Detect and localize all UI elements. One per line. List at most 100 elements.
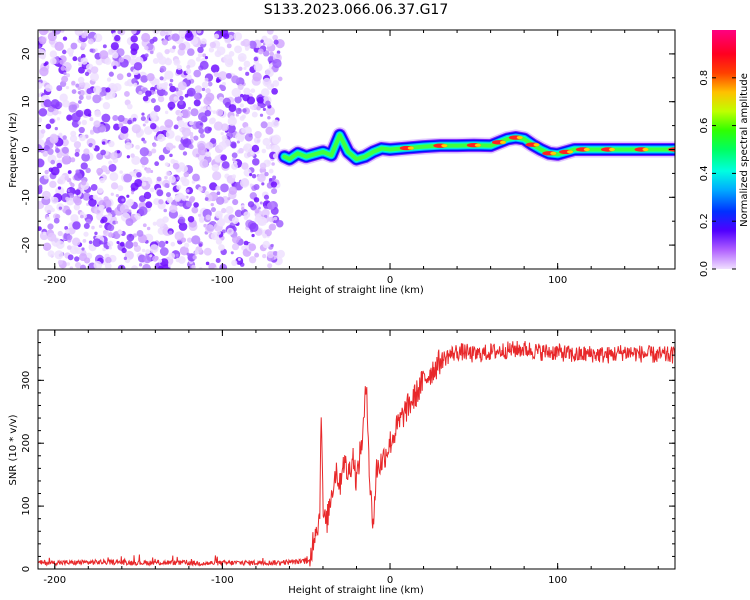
noise-speckle xyxy=(186,74,192,80)
noise-speckle xyxy=(239,178,250,188)
noise-speckle xyxy=(157,96,165,103)
noise-speckle xyxy=(218,244,225,251)
noise-speckle xyxy=(243,126,252,135)
noise-speckle xyxy=(164,70,174,80)
noise-speckle xyxy=(81,119,88,126)
noise-speckle xyxy=(91,225,95,230)
noise-speckle xyxy=(257,48,264,55)
noise-speckle xyxy=(266,201,275,210)
noise-speckle xyxy=(193,69,202,78)
noise-speckle xyxy=(179,95,184,101)
noise-speckle xyxy=(210,64,220,73)
noise-speckle xyxy=(214,210,223,219)
noise-speckle xyxy=(105,87,111,93)
noise-speckle xyxy=(61,146,69,154)
noise-speckle xyxy=(213,121,224,131)
noise-speckle xyxy=(205,88,211,94)
noise-speckle xyxy=(82,192,91,201)
noise-speckle xyxy=(44,84,53,92)
noise-speckle xyxy=(141,248,146,253)
snr-y-label: SNR (10 * v/v) xyxy=(8,414,19,485)
noise-speckle xyxy=(74,262,82,269)
noise-speckle xyxy=(131,77,138,85)
spectrogram-y-label: Frequency (Hz) xyxy=(8,112,19,188)
noise-speckle xyxy=(172,145,176,149)
snr-series-line xyxy=(38,340,675,567)
noise-speckle xyxy=(169,204,178,213)
noise-speckle xyxy=(55,148,60,153)
noise-speckle xyxy=(182,151,188,156)
noise-speckle xyxy=(185,68,192,75)
noise-speckle xyxy=(262,254,267,259)
noise-speckle xyxy=(262,233,268,239)
noise-speckle xyxy=(271,162,275,166)
noise-speckle xyxy=(269,51,274,57)
noise-speckle xyxy=(38,226,42,231)
noise-speckle xyxy=(156,218,165,228)
noise-speckle xyxy=(163,91,168,96)
noise-speckle xyxy=(264,171,269,177)
noise-speckle xyxy=(108,71,114,77)
noise-speckle xyxy=(180,237,187,243)
noise-speckle xyxy=(256,96,264,104)
noise-speckle xyxy=(181,178,190,187)
noise-speckle xyxy=(191,206,199,214)
snr-x-tick-label: 100 xyxy=(548,575,567,586)
noise-speckle xyxy=(73,141,82,149)
noise-speckle xyxy=(92,194,98,200)
noise-speckle xyxy=(215,257,221,263)
noise-speckle xyxy=(47,223,54,230)
spectrogram-y-tick-label: -20 xyxy=(21,237,32,253)
noise-speckle xyxy=(204,197,209,201)
noise-speckle xyxy=(89,117,94,122)
noise-speckle xyxy=(230,251,234,255)
noise-speckle xyxy=(49,50,58,58)
noise-speckle xyxy=(77,121,82,125)
noise-speckle xyxy=(109,152,118,160)
noise-speckle xyxy=(108,163,117,172)
noise-speckle xyxy=(49,57,57,65)
noise-speckle xyxy=(65,209,72,216)
noise-speckle xyxy=(168,36,173,41)
noise-speckle xyxy=(231,87,241,98)
noise-speckle xyxy=(198,217,205,223)
noise-speckle xyxy=(159,76,164,81)
signal-peak xyxy=(608,147,615,152)
noise-speckle xyxy=(171,33,180,42)
figure-title: S133.2023.066.06.37.G17 xyxy=(264,2,449,18)
noise-speckle xyxy=(42,231,47,236)
noise-speckle xyxy=(243,66,247,71)
noise-speckle xyxy=(262,137,271,146)
noise-speckle xyxy=(84,71,90,77)
noise-speckle xyxy=(107,232,114,238)
noise-speckle xyxy=(140,116,146,122)
noise-speckle xyxy=(175,253,179,257)
noise-speckle xyxy=(150,114,157,121)
noise-speckle xyxy=(231,243,240,251)
signal-peak xyxy=(407,146,414,150)
snr-y-tick-label: 0 xyxy=(21,566,32,572)
noise-speckle xyxy=(128,209,132,213)
noise-speckle xyxy=(127,119,132,125)
noise-speckle xyxy=(83,148,90,155)
noise-speckle xyxy=(142,263,151,269)
noise-speckle xyxy=(133,82,138,87)
noise-speckle xyxy=(204,77,209,82)
noise-speckle xyxy=(115,194,119,198)
noise-speckle xyxy=(209,182,218,191)
noise-speckle xyxy=(67,226,76,235)
noise-speckle xyxy=(272,175,277,180)
noise-speckle xyxy=(231,236,240,244)
snr-axis-ticks: -200 -100 0 100 0 100 200 300 xyxy=(21,329,675,586)
noise-speckle xyxy=(228,229,232,233)
noise-speckle xyxy=(251,144,260,153)
noise-speckle xyxy=(50,159,56,165)
noise-speckle xyxy=(263,194,270,200)
noise-speckle xyxy=(158,258,163,263)
noise-speckle xyxy=(153,105,161,112)
noise-speckle xyxy=(47,232,57,242)
noise-speckle xyxy=(81,247,85,251)
noise-speckle xyxy=(98,240,103,245)
noise-speckle xyxy=(108,140,115,148)
noise-speckle xyxy=(104,57,112,65)
